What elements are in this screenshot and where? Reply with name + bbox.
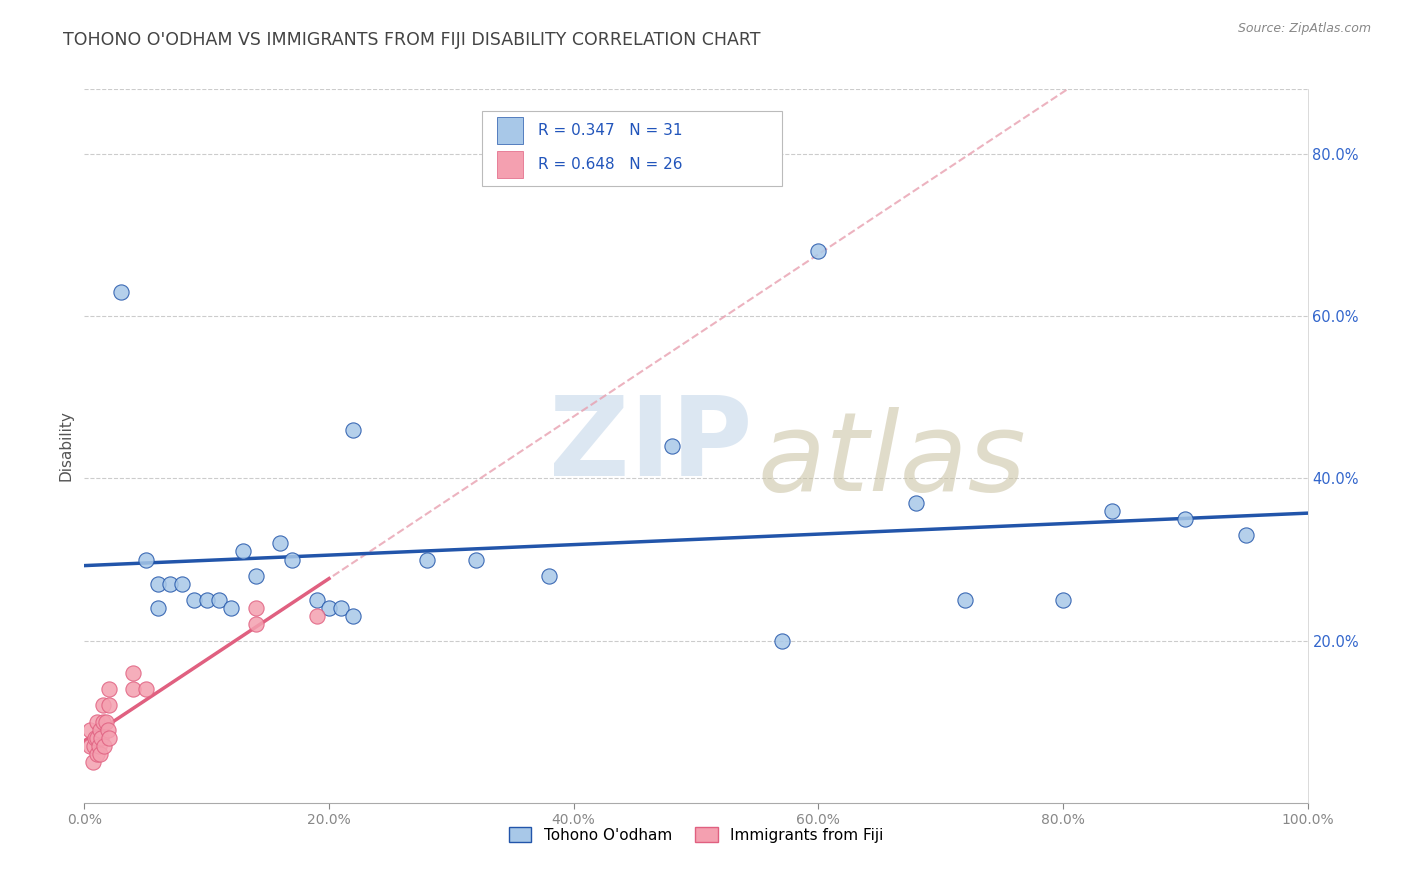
Point bbox=[86, 731, 108, 745]
Point bbox=[464, 552, 486, 566]
Point bbox=[305, 593, 328, 607]
Point bbox=[770, 633, 793, 648]
Point bbox=[96, 714, 118, 729]
Text: atlas: atlas bbox=[758, 407, 1026, 514]
FancyBboxPatch shape bbox=[482, 111, 782, 186]
Point bbox=[183, 593, 205, 607]
Point bbox=[330, 601, 353, 615]
Point bbox=[146, 577, 169, 591]
Point bbox=[305, 609, 328, 624]
Point bbox=[135, 682, 157, 697]
Point bbox=[1101, 504, 1123, 518]
Point bbox=[172, 577, 194, 591]
Point bbox=[905, 496, 928, 510]
Point bbox=[83, 739, 105, 753]
Point bbox=[195, 593, 218, 607]
Point bbox=[281, 552, 304, 566]
Point bbox=[86, 747, 108, 761]
Point bbox=[269, 536, 291, 550]
Point bbox=[84, 731, 107, 745]
Point bbox=[416, 552, 439, 566]
Point bbox=[91, 714, 114, 729]
Point bbox=[122, 682, 145, 697]
Point bbox=[97, 682, 120, 697]
Point bbox=[89, 723, 111, 737]
Text: R = 0.648   N = 26: R = 0.648 N = 26 bbox=[538, 157, 683, 172]
Text: R = 0.347   N = 31: R = 0.347 N = 31 bbox=[538, 123, 683, 138]
Point bbox=[159, 577, 181, 591]
Point bbox=[86, 714, 108, 729]
Point bbox=[79, 739, 101, 753]
Text: ZIP: ZIP bbox=[550, 392, 752, 500]
Point bbox=[318, 601, 340, 615]
Point bbox=[90, 731, 112, 745]
Point bbox=[1052, 593, 1074, 607]
Point bbox=[87, 739, 110, 753]
Point bbox=[953, 593, 976, 607]
Point bbox=[97, 698, 120, 713]
Legend: Tohono O'odham, Immigrants from Fiji: Tohono O'odham, Immigrants from Fiji bbox=[502, 821, 890, 848]
Bar bbox=[496, 117, 523, 145]
Point bbox=[807, 244, 830, 259]
Point bbox=[342, 609, 364, 624]
Bar bbox=[496, 151, 523, 178]
Point bbox=[661, 439, 683, 453]
Point bbox=[1174, 512, 1197, 526]
Point bbox=[110, 285, 132, 299]
Point bbox=[79, 723, 101, 737]
Text: TOHONO O'ODHAM VS IMMIGRANTS FROM FIJI DISABILITY CORRELATION CHART: TOHONO O'ODHAM VS IMMIGRANTS FROM FIJI D… bbox=[63, 31, 761, 49]
Point bbox=[97, 731, 120, 745]
Point bbox=[538, 568, 561, 582]
Point bbox=[91, 698, 114, 713]
Point bbox=[122, 666, 145, 681]
Point bbox=[232, 544, 254, 558]
Point bbox=[1236, 528, 1258, 542]
Point bbox=[89, 747, 111, 761]
Point bbox=[245, 617, 267, 632]
Y-axis label: Disability: Disability bbox=[58, 410, 73, 482]
Point bbox=[245, 601, 267, 615]
Point bbox=[135, 552, 157, 566]
Point bbox=[245, 568, 267, 582]
Point bbox=[82, 756, 104, 770]
Point bbox=[342, 423, 364, 437]
Point bbox=[208, 593, 231, 607]
Point bbox=[93, 739, 115, 753]
Point bbox=[97, 723, 120, 737]
Text: Source: ZipAtlas.com: Source: ZipAtlas.com bbox=[1237, 22, 1371, 36]
Point bbox=[219, 601, 242, 615]
Point bbox=[146, 601, 169, 615]
